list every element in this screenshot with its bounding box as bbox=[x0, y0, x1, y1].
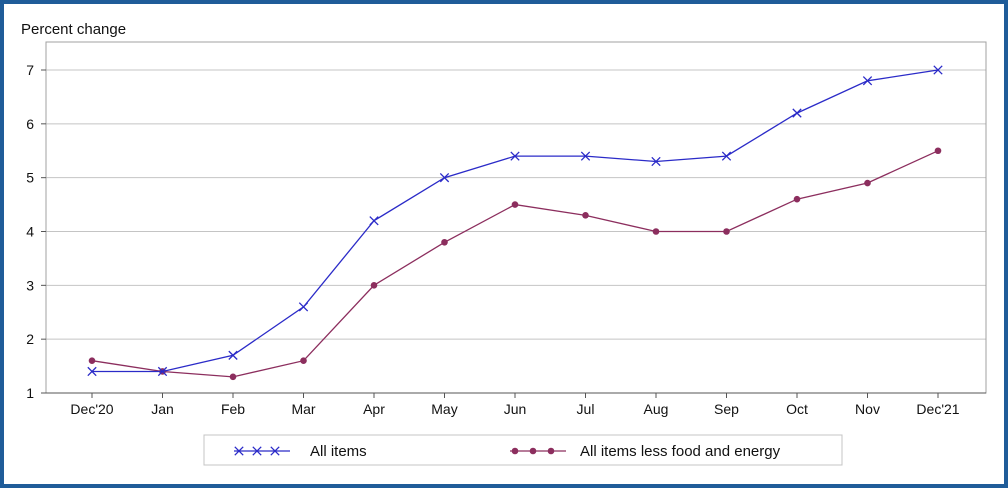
data-point bbox=[369, 216, 379, 226]
data-point bbox=[441, 238, 448, 246]
x-tick-label: Sep bbox=[714, 401, 739, 417]
data-point bbox=[298, 302, 309, 312]
data-point bbox=[651, 156, 661, 167]
series-group bbox=[87, 65, 943, 381]
data-point bbox=[652, 228, 660, 235]
y-tick-label: 6 bbox=[26, 116, 34, 132]
y-tick-label: 3 bbox=[26, 277, 34, 293]
marker-stroke bbox=[252, 446, 262, 456]
marker-stroke bbox=[792, 108, 802, 118]
marker-stroke bbox=[721, 151, 732, 161]
legend-marker bbox=[529, 447, 537, 455]
marker-stroke bbox=[510, 151, 520, 161]
x-tick-label: May bbox=[431, 401, 457, 417]
gridlines bbox=[46, 69, 986, 340]
data-point bbox=[157, 366, 168, 377]
y-tick-label: 4 bbox=[26, 224, 34, 240]
marker-stroke bbox=[228, 350, 238, 360]
data-point bbox=[510, 151, 520, 161]
data-point bbox=[228, 350, 238, 360]
data-point bbox=[723, 228, 730, 235]
axes bbox=[41, 41, 987, 398]
data-point bbox=[439, 173, 450, 183]
x-tick-label: Mar bbox=[291, 401, 315, 417]
plot-border bbox=[45, 41, 987, 394]
data-point bbox=[864, 179, 871, 187]
marker-stroke bbox=[439, 173, 450, 183]
marker-stroke bbox=[270, 446, 280, 456]
y-tick-label: 2 bbox=[26, 331, 34, 347]
y-axis-label: Percent change bbox=[21, 21, 126, 38]
x-tick-label: Oct bbox=[786, 401, 808, 417]
legend-label: All items less food and energy bbox=[580, 443, 781, 460]
x-tick-label: Aug bbox=[644, 401, 669, 417]
legend-marker bbox=[547, 447, 555, 455]
data-point bbox=[300, 357, 307, 365]
marker-stroke bbox=[157, 366, 168, 377]
data-point bbox=[793, 195, 801, 203]
marker-stroke bbox=[87, 366, 97, 377]
data-point bbox=[88, 357, 96, 365]
marker-stroke bbox=[933, 65, 943, 75]
x-tick-label: Jan bbox=[151, 401, 174, 417]
data-point bbox=[721, 151, 732, 161]
legend-marker bbox=[234, 446, 244, 456]
marker-stroke bbox=[862, 76, 873, 86]
x-tick-label: Jul bbox=[577, 401, 595, 417]
data-point bbox=[511, 201, 519, 208]
series-line bbox=[91, 150, 939, 378]
marker-stroke bbox=[651, 156, 661, 167]
y-tick-label: 5 bbox=[26, 170, 34, 186]
legend-marker bbox=[252, 446, 262, 456]
data-point bbox=[862, 76, 873, 86]
data-point bbox=[580, 151, 591, 161]
series-core bbox=[88, 147, 942, 381]
marker-stroke bbox=[369, 216, 379, 226]
x-tick-label: Apr bbox=[363, 401, 385, 417]
data-point bbox=[933, 65, 943, 75]
x-tick-label: Jun bbox=[504, 401, 527, 417]
legend-item-all-items: All items bbox=[234, 443, 367, 460]
data-point bbox=[582, 212, 589, 219]
legend: All items All items less food and energy bbox=[203, 434, 843, 466]
legend-marker bbox=[511, 447, 519, 455]
legend-box bbox=[203, 434, 843, 466]
series-all-items bbox=[87, 65, 943, 377]
legend-marker bbox=[270, 446, 280, 456]
legend-item-core: All items less food and energy bbox=[510, 443, 781, 460]
x-tick-label: Dec'20 bbox=[70, 401, 113, 417]
y-tick-label: 7 bbox=[26, 62, 34, 78]
marker-stroke bbox=[580, 151, 591, 161]
x-tick-label: Feb bbox=[221, 401, 245, 417]
x-tick-labels: Dec'20 Jan Feb Mar Apr May Jun Jul Aug Sep Oct Nov D… bbox=[70, 401, 959, 417]
y-tick-labels: 1 2 3 4 5 6 7 bbox=[26, 62, 34, 401]
x-tick-label: Nov bbox=[855, 401, 880, 417]
x-tick-label: Dec'21 bbox=[916, 401, 959, 417]
marker-stroke bbox=[298, 302, 309, 312]
data-point bbox=[934, 147, 942, 155]
y-tick-label: 1 bbox=[26, 385, 34, 401]
data-point bbox=[87, 366, 97, 377]
data-point bbox=[792, 108, 802, 118]
series-line bbox=[92, 69, 939, 373]
data-point bbox=[229, 373, 237, 381]
legend-label: All items bbox=[310, 443, 367, 460]
marker-stroke bbox=[234, 446, 244, 456]
data-point bbox=[370, 282, 378, 289]
